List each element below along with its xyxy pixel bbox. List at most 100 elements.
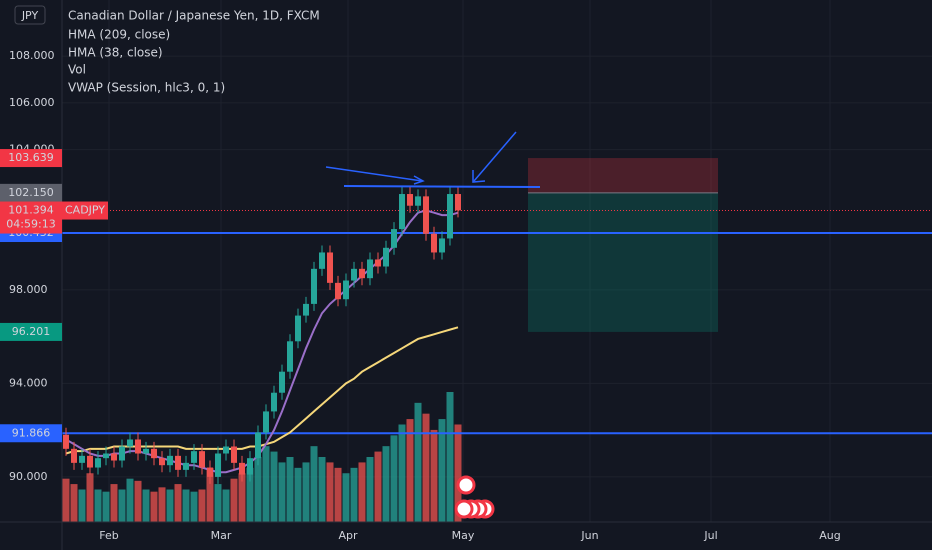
legend-entry[interactable]: Vol — [68, 63, 86, 77]
volume-bar — [134, 480, 142, 522]
volume-bar — [118, 489, 126, 522]
drawn-arrow-head — [413, 175, 425, 185]
candle-body — [447, 194, 453, 239]
y-tick-label: 94.000 — [9, 376, 48, 389]
x-tick-label: Jul — [703, 529, 717, 542]
candle-body — [63, 434, 69, 449]
price-tag-label: 96.201 — [12, 325, 51, 338]
volume-bar — [382, 446, 390, 522]
candle-body — [191, 451, 197, 463]
price-tag-label: 91.866 — [12, 426, 51, 439]
volume-bar — [102, 491, 110, 522]
candle-body — [423, 196, 429, 234]
price-tag — [0, 201, 62, 234]
legend-entry[interactable]: HMA (38, close) — [68, 46, 163, 60]
volume-bar — [374, 451, 382, 522]
countdown: 04:59:13 — [6, 218, 55, 231]
volume-bar — [350, 467, 358, 522]
price-tag — [0, 322, 62, 341]
volume-bar — [78, 489, 86, 522]
candle-body — [223, 446, 229, 454]
volume-bar — [254, 457, 262, 522]
volume-bar — [158, 487, 166, 522]
volume-bar — [334, 467, 342, 522]
candle-body — [335, 282, 341, 300]
candle-body — [383, 247, 389, 267]
x-tick-label: Jun — [580, 529, 598, 542]
target-zone — [528, 192, 718, 332]
candle-body — [79, 455, 85, 463]
x-tick-label: Feb — [99, 529, 118, 542]
drawn-arrow-head — [472, 170, 486, 183]
candle-body — [319, 252, 325, 269]
volume-bar — [166, 489, 174, 522]
event-markers[interactable] — [454, 475, 495, 519]
price-tag-label: 103.639 — [8, 151, 54, 164]
candle-body — [127, 439, 133, 447]
candle-body — [431, 233, 437, 253]
candle-body — [255, 432, 261, 459]
legend-entry[interactable]: HMA (209, close) — [68, 28, 170, 42]
volume-bar — [246, 467, 254, 522]
drawn-trendline[interactable] — [343, 185, 541, 188]
candle-body — [399, 194, 405, 230]
x-tick-label: Mar — [211, 529, 232, 542]
legend-entry[interactable]: VWAP (Session, hlc3, 0, 1) — [68, 81, 225, 95]
event-marker[interactable] — [454, 499, 474, 519]
candle-body — [71, 448, 77, 463]
volume-bar — [126, 478, 134, 522]
candle-body — [143, 448, 149, 454]
volume-bar — [422, 413, 430, 522]
volume-bar — [358, 462, 366, 522]
price-tag-label: 101.394 — [8, 204, 54, 217]
chart-title: Canadian Dollar / Japanese Yen, 1D, FXCM — [68, 9, 320, 23]
volume-bar — [182, 489, 190, 522]
currency-box[interactable] — [14, 5, 46, 25]
volume-bar — [222, 489, 230, 522]
volume-bar — [238, 473, 246, 522]
candle-body — [359, 268, 365, 279]
volume-bar — [390, 435, 398, 522]
price-tag-label: 102.150 — [8, 186, 54, 199]
candle-body — [183, 462, 189, 470]
volume-bar — [190, 491, 198, 522]
candle-body — [215, 453, 221, 477]
volume-bar — [326, 462, 334, 522]
price-tag — [0, 149, 62, 168]
volume-bar — [150, 491, 158, 522]
candle-body — [407, 194, 413, 206]
volume-bar — [286, 457, 294, 522]
candle-body — [415, 196, 421, 206]
drawn-arrow[interactable] — [473, 131, 517, 182]
volume-bar — [142, 489, 150, 522]
candle-body — [119, 446, 125, 461]
volume-bar — [94, 489, 102, 522]
candle-body — [287, 341, 293, 372]
candle-body — [271, 392, 277, 412]
price-tag — [0, 183, 62, 202]
volume-bar — [270, 451, 278, 522]
volume-bar — [446, 392, 454, 522]
volume-bar — [366, 457, 374, 522]
candle-body — [439, 238, 445, 253]
volume-bar — [310, 446, 318, 522]
currency: JPY — [21, 9, 39, 22]
candle-body — [239, 462, 245, 475]
candle-body — [151, 448, 157, 459]
candle-body — [263, 411, 269, 433]
volume-bar — [174, 484, 182, 522]
volume-bar — [318, 457, 326, 522]
event-marker[interactable] — [456, 475, 476, 495]
candle-body — [367, 259, 373, 279]
volume-bar — [214, 484, 222, 522]
candle-body — [279, 371, 285, 393]
y-tick-label: 106.000 — [9, 96, 55, 109]
candle-body — [311, 268, 317, 304]
volume-bar — [342, 473, 350, 522]
candle-body — [247, 458, 253, 475]
price-scale[interactable] — [0, 0, 62, 522]
candle-body — [455, 194, 461, 211]
drawn-arrow[interactable] — [325, 166, 423, 182]
candle-body — [303, 303, 309, 316]
